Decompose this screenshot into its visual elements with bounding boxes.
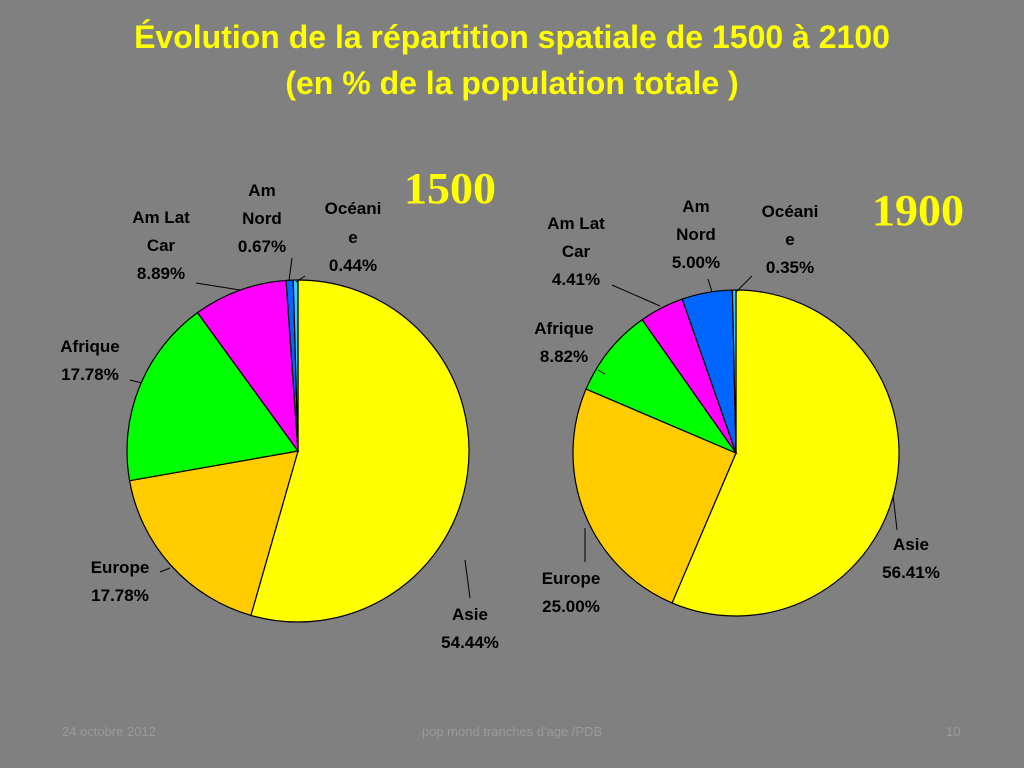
pie-slice-oceanie [292,279,299,452]
data-label-name-oceanie: Océani [325,199,382,218]
data-label-value-am-nord: 5.00% [672,253,720,272]
pie-chart-1900: 1900 Asie 56.41% Europe 25.00% Afrique 8.82% Am… [534,186,964,617]
data-label-value-am-nord: 0.67% [238,237,286,256]
data-label-name-am-nord: Nord [676,225,716,244]
data-label-name-afrique: Afrique [60,337,120,356]
leader-line-afrique [597,369,606,375]
leader-line-oceanie [295,275,306,283]
chart-title-year: 1500 [404,164,496,213]
leader-line-oceanie [735,275,753,293]
leader-line-am-lat-car [195,282,241,291]
leader-line-afrique [129,379,143,384]
data-label-value-oceanie: 0.35% [766,258,814,277]
leader-line-europe [159,567,171,573]
leader-line-am-lat-car [611,284,661,307]
data-label-name-europe: Europe [91,558,150,577]
chart-title-year: 1900 [872,186,964,235]
data-label-name-oceanie: e [785,230,794,249]
pie-slice-europe [128,450,299,617]
data-label-name-am-lat-car: Am Lat [547,214,605,233]
footer-center: pop mond tranches d'age /PDB [421,724,603,739]
data-label-value-asie: 56.41% [882,563,940,582]
pie-chart-1500: 1500 Asie 54.44% Europe 17.78% Afrique 17.78% A… [60,164,499,652]
leader-line-asie [892,494,898,531]
data-label-name-asie: Asie [452,605,488,624]
data-label-name-am-nord: Am [682,197,709,216]
data-label-value-afrique: 17.78% [61,365,119,384]
data-label-value-am-lat-car: 4.41% [552,270,600,289]
pie-slice-asie [671,289,900,617]
data-label-name-europe: Europe [542,569,601,588]
slide-title: Évolution de la répartition spatiale de … [0,14,1024,106]
pie-slice-europe [572,388,737,604]
leader-line-am-nord [707,278,713,293]
pie-slice-afrique [126,311,300,482]
title-line-1: Évolution de la répartition spatiale de … [134,19,890,55]
footer-page-number: 10 [946,724,961,739]
data-label-value-asie: 54.44% [441,633,499,652]
data-label-value-oceanie: 0.44% [329,256,377,275]
title-line-2: (en % de la population totale ) [285,65,739,101]
data-label-name-am-lat-car: Car [147,236,176,255]
pie-slice-asie [250,279,470,623]
leader-line-asie [464,559,471,599]
data-label-value-afrique: 8.82% [540,347,588,366]
pie-slice-oceanie [731,289,737,454]
data-label-name-am-lat-car: Am Lat [132,208,190,227]
data-label-value-europe: 25.00% [542,597,600,616]
data-label-name-am-nord: Am [248,181,275,200]
pie-slice-afrique [585,318,738,455]
data-label-value-europe: 17.78% [91,586,149,605]
data-label-name-oceanie: Océani [762,202,819,221]
data-label-name-asie: Asie [893,535,929,554]
data-label-name-oceanie: e [348,228,357,247]
data-label-name-am-lat-car: Car [562,242,591,261]
data-label-name-am-nord: Nord [242,209,282,228]
leader-line-am-nord [288,257,293,282]
data-label-name-afrique: Afrique [534,319,594,338]
footer-date: 24 octobre 2012 [62,724,156,739]
data-label-value-am-lat-car: 8.89% [137,264,185,283]
